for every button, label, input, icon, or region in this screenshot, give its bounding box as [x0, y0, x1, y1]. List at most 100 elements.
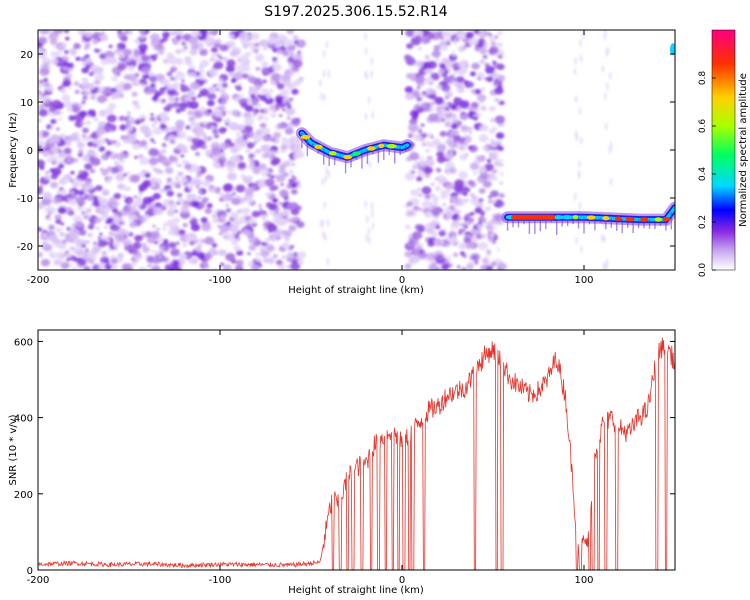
noise-speckle — [409, 152, 420, 161]
snr-xtick-label: -100 — [209, 575, 232, 586]
noise-speckle — [42, 77, 49, 83]
noise-speckle — [151, 124, 156, 127]
tone-hotspot — [640, 217, 649, 222]
noise-speckle — [451, 220, 460, 228]
noise-speckle — [440, 189, 449, 198]
noise-speckle — [38, 186, 43, 192]
noise-speckle — [56, 127, 60, 131]
noise-speckle — [430, 182, 435, 187]
noise-speckle — [412, 164, 419, 170]
noise-speckle — [250, 264, 260, 270]
noise-speckle — [108, 231, 116, 237]
noise-speckle — [219, 198, 224, 202]
noise-speckle — [166, 219, 176, 228]
noise-speckle — [492, 60, 497, 65]
noise-speckle — [111, 166, 120, 174]
noise-speckle — [140, 118, 146, 122]
noise-speckle — [44, 170, 50, 175]
noise-speckle — [471, 62, 480, 70]
noise-speckle — [405, 92, 415, 101]
noise-speckle — [220, 262, 225, 266]
noise-speckle — [269, 203, 278, 210]
noise-speckle — [434, 185, 442, 192]
noise-streak — [602, 261, 606, 270]
noise-speckle — [172, 39, 180, 46]
noise-speckle — [197, 33, 202, 37]
noise-speckle — [276, 48, 284, 55]
noise-speckle — [431, 193, 435, 197]
noise-speckle — [172, 101, 180, 108]
noise-speckle — [194, 128, 205, 137]
noise-speckle — [248, 158, 253, 162]
noise-speckle — [45, 84, 54, 92]
noise-speckle — [151, 224, 157, 228]
noise-speckle — [413, 30, 424, 38]
noise-speckle — [276, 217, 287, 227]
noise-speckle — [459, 67, 468, 75]
snr-xtick-label: -200 — [27, 575, 50, 586]
noise-speckle — [426, 57, 431, 61]
noise-speckle — [75, 56, 81, 62]
noise-speckle — [198, 69, 205, 75]
noise-speckle — [409, 251, 414, 255]
noise-speckle — [123, 150, 128, 154]
noise-speckle — [231, 155, 241, 164]
noise-speckle — [47, 217, 52, 222]
noise-speckle — [261, 67, 272, 76]
noise-speckle — [459, 154, 468, 161]
noise-speckle — [66, 176, 72, 181]
noise-speckle — [439, 44, 448, 52]
noise-speckle — [453, 184, 464, 192]
noise-speckle — [144, 172, 151, 178]
noise-speckle — [202, 179, 211, 187]
noise-speckle — [488, 105, 497, 112]
noise-speckle — [265, 191, 272, 197]
noise-speckle — [224, 122, 230, 126]
noise-speckle — [463, 236, 472, 244]
noise-speckle — [178, 252, 187, 260]
noise-speckle — [153, 206, 164, 216]
noise-streak — [448, 255, 451, 264]
noise-streak — [601, 64, 605, 73]
noise-speckle — [444, 182, 455, 191]
noise-speckle — [153, 46, 159, 51]
noise-streak — [366, 215, 369, 224]
noise-speckle — [72, 267, 77, 270]
noise-speckle — [90, 157, 101, 166]
noise-speckle — [175, 119, 185, 128]
noise-speckle — [85, 120, 92, 126]
noise-speckle — [289, 52, 295, 57]
noise-speckle — [139, 124, 150, 134]
noise-speckle — [460, 223, 465, 227]
noise-speckle — [478, 134, 489, 143]
noise-speckle — [170, 248, 180, 257]
noise-speckle — [447, 152, 454, 158]
noise-speckle — [289, 97, 294, 102]
snr-ytick-label: 200 — [14, 490, 33, 501]
noise-speckle — [210, 47, 218, 53]
noise-speckle — [130, 174, 141, 183]
noise-speckle — [254, 84, 262, 91]
noise-speckle — [59, 231, 65, 237]
noise-streak — [327, 170, 330, 179]
noise-speckle — [126, 111, 132, 115]
noise-speckle — [286, 252, 295, 259]
colorbar-tick-label: 0.4 — [698, 167, 708, 182]
noise-streak — [604, 92, 607, 101]
noise-speckle — [48, 251, 56, 258]
noise-speckle — [82, 240, 89, 245]
noise-speckle — [453, 97, 464, 106]
noise-speckle — [498, 100, 505, 106]
noise-speckle — [62, 66, 68, 71]
noise-speckle — [182, 222, 188, 228]
noise-speckle — [488, 33, 494, 38]
noise-speckle — [255, 67, 261, 71]
noise-speckle — [272, 157, 281, 165]
noise-speckle — [256, 56, 263, 62]
noise-speckle — [79, 110, 88, 118]
noise-speckle — [261, 61, 269, 68]
noise-speckle — [119, 81, 125, 86]
noise-speckle — [464, 213, 471, 218]
noise-speckle — [414, 224, 423, 231]
noise-speckle — [290, 189, 298, 195]
